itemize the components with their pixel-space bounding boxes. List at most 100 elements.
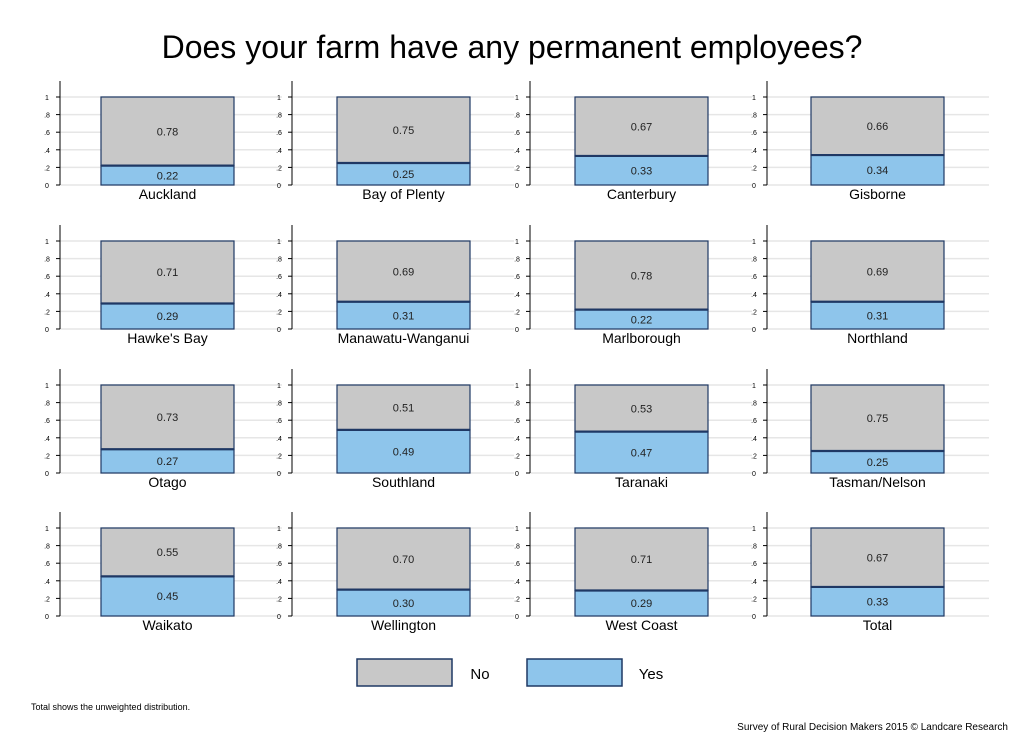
y-tick-label: .6 [276, 561, 282, 568]
category-label: Wellington [371, 617, 436, 633]
y-tick-label: 0 [277, 471, 281, 478]
bar-no [810, 96, 945, 156]
bar-no [574, 384, 709, 433]
y-tick-label: 1 [277, 95, 281, 102]
y-tick-label: .4 [44, 436, 50, 443]
panel-total: 0 .2 .4 .6 .8 1 0.67 0.33 Total [751, 512, 989, 633]
y-tick-label: 1 [515, 239, 519, 246]
y-tick-label: .4 [751, 436, 757, 443]
data-label-yes: 0.31 [867, 310, 888, 322]
bar-no [336, 527, 471, 591]
y-tick-label: .2 [44, 165, 50, 172]
category-label: Bay of Plenty [362, 186, 445, 202]
y-tick-label: .2 [751, 596, 757, 603]
category-label: Total [863, 617, 893, 633]
panel-wellington: 0 .2 .4 .6 .8 1 0.70 0.30 Wellington [276, 512, 514, 633]
y-tick-label: .4 [276, 148, 282, 155]
y-tick-label: 0 [277, 614, 281, 621]
y-tick-label: 1 [277, 239, 281, 246]
y-tick-label: .8 [44, 401, 50, 408]
panel-manawatu-wanganui: 0 .2 .4 .6 .8 1 0.69 0.31 Manawatu-Wanganui [276, 225, 514, 346]
category-label: Canterbury [607, 186, 676, 202]
panel-gisborne: 0 .2 .4 .6 .8 1 0.66 0.34 Gisborne [751, 81, 989, 202]
panel-hawke-s-bay: 0 .2 .4 .6 .8 1 0.71 0.29 Hawke's Bay [44, 225, 282, 346]
y-tick-label: .8 [751, 257, 757, 264]
y-tick-label: .2 [276, 165, 282, 172]
y-tick-label: .6 [276, 418, 282, 425]
y-tick-label: .2 [276, 453, 282, 460]
y-tick-label: .6 [44, 130, 50, 137]
legend: No Yes [356, 658, 663, 687]
panel-marlborough: 0 .2 .4 .6 .8 1 0.78 0.22 Marlborough [514, 225, 752, 346]
bar-yes [100, 302, 235, 330]
bar-yes [336, 301, 471, 330]
bar-no [100, 240, 235, 305]
bar-no [574, 96, 709, 157]
bar-no [336, 384, 471, 431]
bar-yes [810, 301, 945, 330]
category-label: Auckland [139, 186, 197, 202]
y-tick-label: 0 [277, 183, 281, 190]
category-label: Waikato [142, 617, 192, 633]
panel-tasman-nelson: 0 .2 .4 .6 .8 1 0.75 0.25 Tasman/Nelson [751, 369, 989, 490]
bar-no [574, 527, 709, 592]
bar-yes [574, 155, 709, 186]
y-tick-label: .6 [44, 274, 50, 281]
category-label: Southland [372, 474, 435, 490]
legend-label-yes: Yes [639, 666, 663, 683]
data-label-yes: 0.45 [157, 591, 178, 603]
data-label-no: 0.67 [631, 121, 652, 133]
y-tick-label: 0 [277, 327, 281, 334]
data-label-no: 0.69 [867, 266, 888, 278]
category-label: Gisborne [849, 186, 906, 202]
y-tick-label: .2 [751, 165, 757, 172]
y-tick-label: 0 [515, 183, 519, 190]
bar-no [574, 240, 709, 311]
data-label-no: 0.71 [631, 554, 652, 566]
y-tick-label: .4 [44, 292, 50, 299]
y-tick-label: .4 [514, 579, 520, 586]
y-tick-label: 1 [45, 383, 49, 390]
y-tick-label: .8 [514, 401, 520, 408]
y-tick-label: .6 [514, 130, 520, 137]
category-label: Otago [148, 474, 186, 490]
data-label-no: 0.75 [867, 413, 888, 425]
source-credit: Survey of Rural Decision Makers 2015 © L… [737, 722, 1008, 733]
y-tick-label: .6 [751, 418, 757, 425]
y-tick-label: .6 [514, 561, 520, 568]
panel-otago: 0 .2 .4 .6 .8 1 0.73 0.27 Otago [44, 369, 282, 490]
panel-canterbury: 0 .2 .4 .6 .8 1 0.67 0.33 Canterbury [514, 81, 752, 202]
panel-west-coast: 0 .2 .4 .6 .8 1 0.71 0.29 West Coast [514, 512, 752, 633]
legend-swatch-yes [526, 658, 623, 687]
y-tick-label: 0 [45, 614, 49, 621]
y-tick-label: .8 [44, 257, 50, 264]
panel-waikato: 0 .2 .4 .6 .8 1 0.55 0.45 Waikato [44, 512, 282, 633]
y-tick-label: 0 [45, 471, 49, 478]
y-tick-label: 0 [45, 327, 49, 334]
bar-no [100, 527, 235, 578]
y-tick-label: 1 [45, 239, 49, 246]
y-tick-label: .6 [276, 130, 282, 137]
y-tick-label: 0 [752, 614, 756, 621]
y-tick-label: .4 [514, 436, 520, 443]
data-label-no: 0.71 [157, 267, 178, 279]
y-tick-label: .2 [276, 309, 282, 316]
y-tick-label: 0 [45, 183, 49, 190]
data-label-no: 0.73 [157, 412, 178, 424]
bar-yes [336, 429, 471, 474]
panel-auckland: 0 .2 .4 .6 .8 1 0.78 0.22 Auckland [44, 81, 282, 202]
legend-swatch-no [356, 658, 453, 687]
data-label-yes: 0.31 [393, 310, 414, 322]
panel-northland: 0 .2 .4 .6 .8 1 0.69 0.31 Northland [751, 225, 989, 346]
y-tick-label: 1 [752, 95, 756, 102]
y-tick-label: .4 [276, 436, 282, 443]
data-label-no: 0.51 [393, 402, 414, 414]
y-tick-label: 0 [515, 614, 519, 621]
category-label: Northland [847, 330, 908, 346]
data-label-yes: 0.25 [393, 169, 414, 181]
bar-no [100, 384, 235, 450]
y-tick-label: 1 [752, 526, 756, 533]
category-label: Manawatu-Wanganui [338, 330, 470, 346]
y-tick-label: .8 [44, 544, 50, 551]
